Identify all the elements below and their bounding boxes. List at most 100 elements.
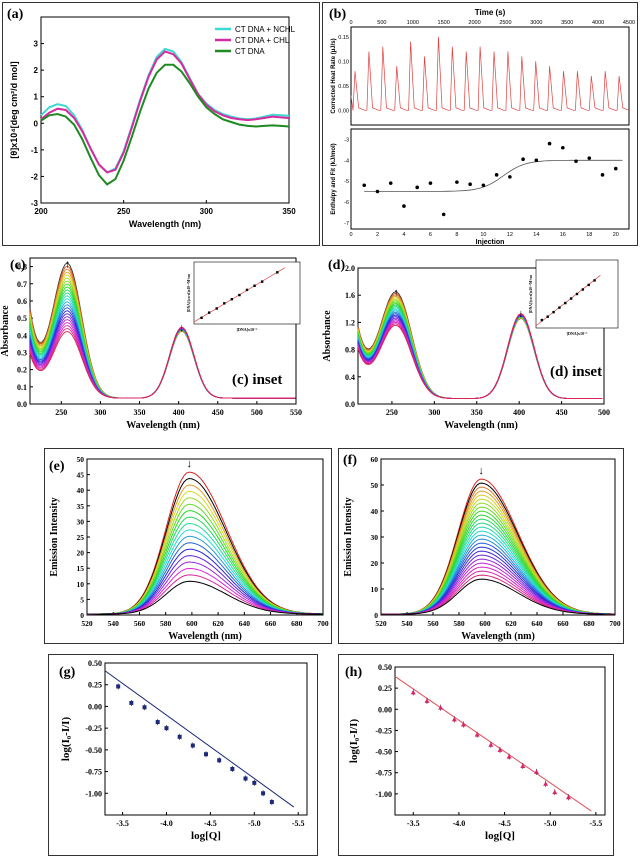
y-tick-label: 0.0 bbox=[345, 400, 355, 409]
enthalpy-point bbox=[402, 204, 406, 208]
increase-arrow: ↑ bbox=[65, 259, 71, 271]
x-tick-label: 560 bbox=[427, 619, 439, 628]
inset-point bbox=[215, 307, 218, 310]
emission-curve bbox=[87, 490, 324, 615]
increase-arrow: ↑ bbox=[393, 287, 399, 299]
y-tick-label: 0.4 bbox=[345, 373, 355, 382]
x-tick-label: 600 bbox=[479, 619, 491, 628]
data-point bbox=[190, 743, 195, 748]
data-point bbox=[506, 754, 512, 759]
emission-curve bbox=[381, 518, 615, 615]
x-tick-label: 300 bbox=[94, 408, 106, 417]
x-axis-label: Wavelength (nm) bbox=[461, 631, 535, 642]
y-tick-label: 10 bbox=[77, 580, 85, 589]
chart-a: 200 250 300 350 -3 -2 -1 0 1 2 3 Wavelength (nm) [θ]… bbox=[9, 16, 296, 229]
data-point bbox=[520, 763, 526, 768]
x-tick-label: 600 bbox=[186, 619, 198, 628]
y-tick-label: -3 bbox=[31, 199, 39, 208]
chart-f: 520 540 560 580 600 620 640 660 680 700 0 10 20 30 40 5… bbox=[343, 455, 621, 642]
panel-g: (g) -3.5 -4.0 -4.5 -5.0 -5.5 0.50 0.25 0.00 -0.2… bbox=[48, 654, 318, 856]
x-axis-label: Wavelength (nm) bbox=[444, 420, 518, 431]
x-tick-label: -4.0 bbox=[453, 819, 466, 828]
plot-frame bbox=[104, 662, 308, 816]
inset-point bbox=[575, 292, 579, 296]
inset-point bbox=[581, 288, 585, 291]
top-x-tick-label: 1500 bbox=[438, 20, 450, 26]
y-tick-label: 0 bbox=[374, 611, 378, 620]
x-tick-label: 300 bbox=[200, 207, 214, 216]
y-tick-label: 0.1 bbox=[17, 383, 27, 392]
x-tick-label: -4.5 bbox=[498, 819, 511, 828]
data-point bbox=[142, 705, 147, 710]
panel-h: (h) -3.5 -4.0 -4.5 -5.0 -5.5 0.50 0.25 0.00 -0.2… bbox=[338, 654, 614, 856]
emission-curve bbox=[87, 497, 324, 615]
thermo-y-tick-label: 0.15 bbox=[338, 35, 349, 41]
inset-point bbox=[230, 298, 234, 301]
emission-curve bbox=[381, 574, 615, 615]
legend-label: CT DNA + NCHL bbox=[235, 25, 296, 34]
x-tick-label: 680 bbox=[291, 619, 303, 628]
x-tick-label: 250 bbox=[55, 408, 67, 417]
x-tick-label: 350 bbox=[282, 207, 296, 216]
enthalpy-y-tick-label: -3 bbox=[344, 137, 349, 143]
injection-tick-label: 8 bbox=[455, 232, 458, 238]
y-tick-label: 0.0 bbox=[17, 400, 27, 409]
top-x-tick-label: 2500 bbox=[499, 20, 511, 26]
y-tick-label: 35 bbox=[77, 502, 85, 511]
injection-tick-label: 18 bbox=[586, 232, 592, 238]
emission-curve bbox=[381, 570, 616, 615]
y-tick-label: 0.8 bbox=[345, 346, 355, 355]
inset-point bbox=[253, 284, 256, 287]
data-point bbox=[217, 758, 222, 763]
y-tick-label: 1.2 bbox=[345, 318, 355, 327]
quench-arrow: ↓ bbox=[187, 458, 193, 470]
x-tick-label: 350 bbox=[134, 408, 146, 417]
panel-c-label: (c) bbox=[10, 258, 26, 273]
data-point bbox=[488, 742, 494, 747]
panel-h-label: (h) bbox=[345, 665, 363, 680]
inset-x-label: [DNA]x10⁻⁵ bbox=[237, 327, 258, 332]
y-tick-label: -1.00 bbox=[375, 790, 392, 799]
panel-g-label: (g) bbox=[59, 665, 76, 680]
thermo-y-tick-label: 0.05 bbox=[338, 84, 349, 90]
y-axis-label: Emission Intensity bbox=[49, 497, 60, 576]
enthalpy-point bbox=[600, 173, 605, 177]
y-tick-label: 0.6 bbox=[17, 297, 27, 306]
y-tick-label: 10 bbox=[371, 585, 379, 594]
y-tick-label: 0.8 bbox=[17, 263, 27, 272]
enthalpy-point bbox=[481, 183, 486, 188]
x-tick-label: 620 bbox=[505, 619, 517, 628]
x-tick-label: 640 bbox=[531, 619, 543, 628]
x-tick-label: -5.0 bbox=[248, 819, 261, 828]
inset-point bbox=[558, 306, 561, 309]
y-axis-label: log(I₀-I/I) bbox=[60, 717, 72, 762]
x-tick-label: 500 bbox=[598, 408, 610, 417]
enthalpy-y-tick-label: -4 bbox=[344, 158, 349, 164]
data-point bbox=[155, 720, 160, 725]
x-tick-label: 540 bbox=[401, 619, 413, 628]
top-x-tick-label: 3000 bbox=[530, 20, 542, 26]
panel-d: (d) 250 300 350 400 450 500 0.0 0.4 0.8 1.2 1.6 2.0… bbox=[322, 252, 640, 442]
x-tick-label: 450 bbox=[556, 408, 568, 417]
inset-point bbox=[207, 311, 211, 314]
enthalpy-point bbox=[375, 189, 380, 194]
emission-curve bbox=[381, 578, 615, 615]
y-tick-label: -0.50 bbox=[375, 748, 392, 757]
cd-series-line bbox=[40, 50, 290, 174]
y-tick-label: 0.50 bbox=[378, 663, 392, 672]
data-point bbox=[252, 780, 257, 785]
data-point bbox=[243, 776, 248, 781]
y-tick-label: 0 bbox=[34, 119, 39, 128]
y-axis-label: Absorbance bbox=[322, 310, 333, 362]
data-point bbox=[230, 766, 235, 771]
inset-caption-d: (d) inset bbox=[550, 364, 603, 380]
y-tick-label: 0.25 bbox=[378, 684, 392, 693]
chart-d: 250 300 350 400 450 500 0.0 0.4 0.8 1.2 1.6 2.0 Wave… bbox=[322, 259, 619, 431]
enthalpy-point bbox=[587, 156, 592, 160]
injection-tick-label: 4 bbox=[402, 232, 405, 238]
x-tick-label: 700 bbox=[317, 619, 329, 628]
y-tick-label: -1.00 bbox=[85, 789, 102, 798]
inset-point bbox=[546, 315, 549, 318]
inset-point bbox=[593, 279, 596, 282]
enthalpy-frame bbox=[350, 128, 630, 230]
